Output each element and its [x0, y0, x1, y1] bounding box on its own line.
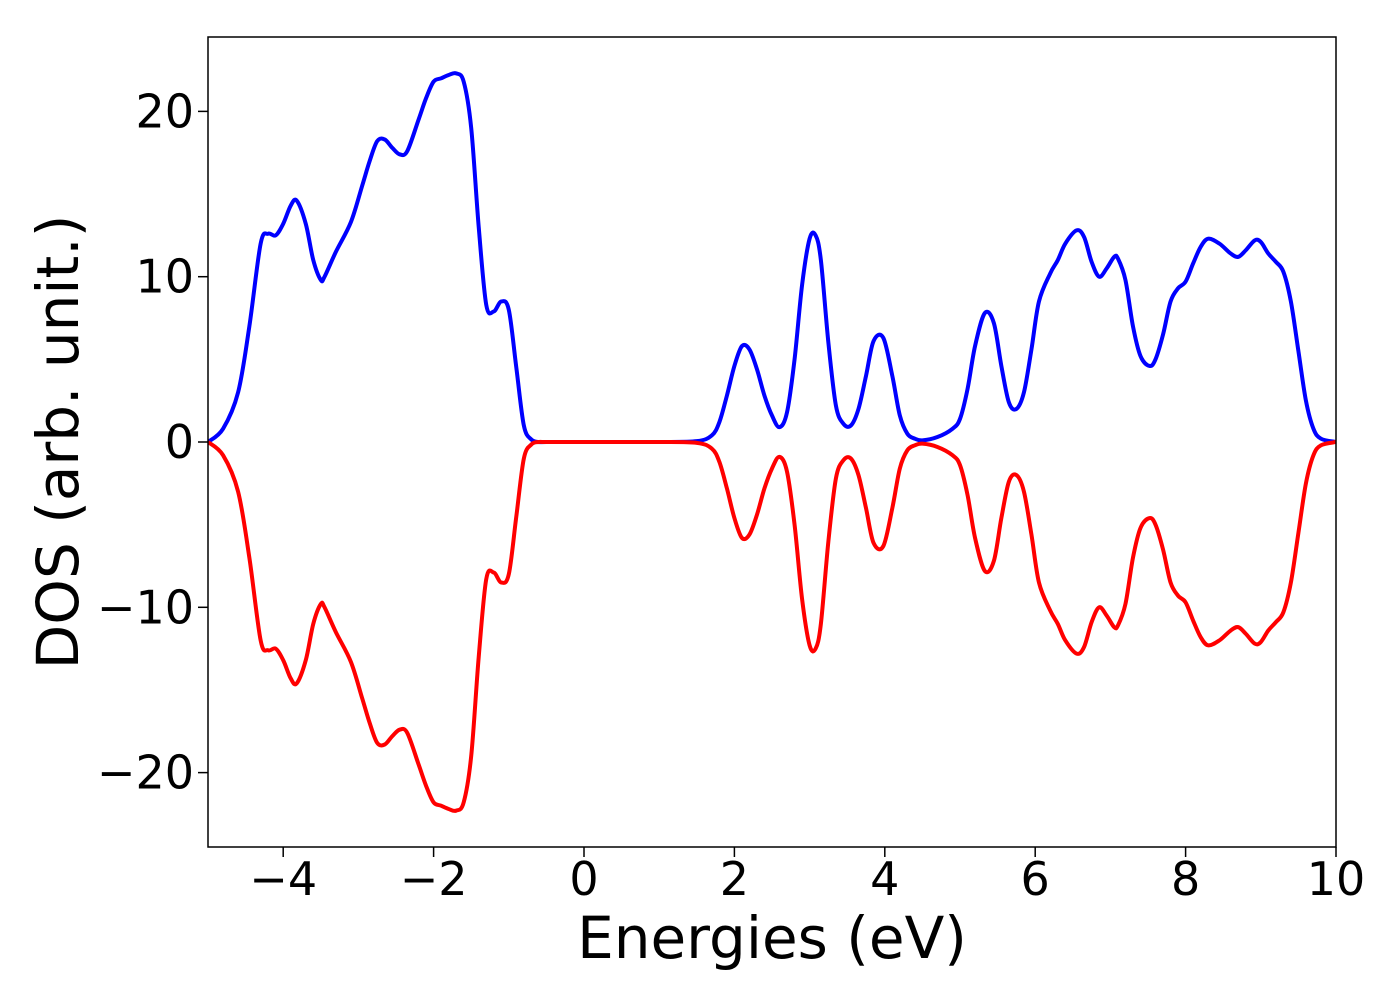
x-tick-label: 6	[1021, 852, 1050, 906]
y-tick-label: 20	[135, 84, 194, 138]
y-axis-label: DOS (arb. unit.)	[24, 215, 92, 670]
x-axis-ticks: −4 −2 0 2 4 6 8 10	[249, 847, 1365, 906]
x-axis-label: Energies (eV)	[577, 904, 967, 972]
x-tick-label: 0	[569, 852, 598, 906]
x-tick-label: −2	[400, 852, 468, 906]
y-tick-label: −10	[97, 580, 194, 634]
y-axis-ticks: 20 10 0 −10 −20	[97, 84, 208, 800]
x-tick-label: 2	[720, 852, 749, 906]
x-tick-label: 4	[870, 852, 899, 906]
plot-frame	[207, 36, 1337, 848]
spin-down-dos-line	[208, 439, 1336, 813]
x-tick-label: 10	[1307, 852, 1366, 906]
spin-up-dos-line	[208, 71, 1336, 445]
y-tick-label: −20	[97, 746, 194, 800]
y-tick-label: 0	[165, 415, 194, 469]
series-layer	[208, 71, 1336, 813]
y-tick-label: 10	[135, 250, 194, 304]
x-tick-label: 8	[1171, 852, 1200, 906]
x-tick-label: −4	[249, 852, 317, 906]
